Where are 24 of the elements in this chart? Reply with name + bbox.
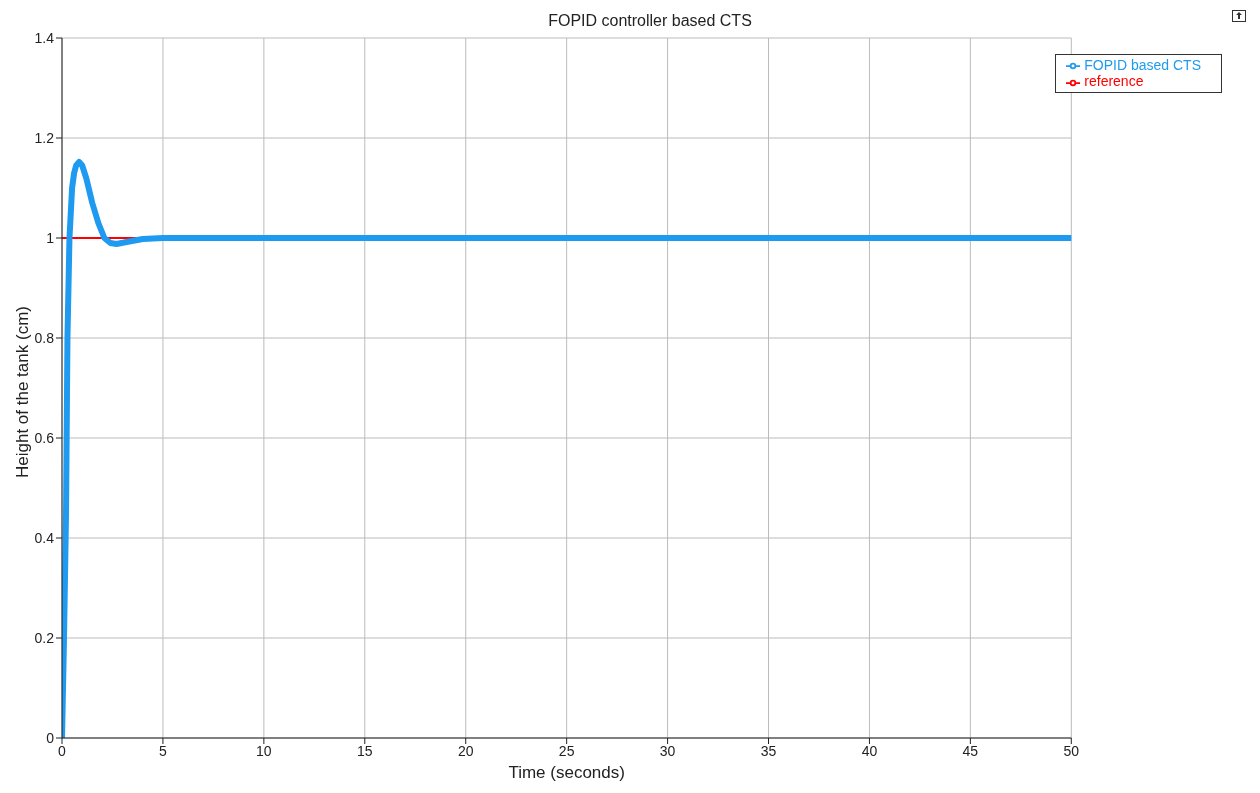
x-tick-label: 40 [861,742,878,759]
x-tick-label: 50 [1063,742,1080,759]
x-axis-title: Time (seconds) [508,763,625,782]
y-tick-label: 1.4 [34,29,55,46]
x-tick-label: 10 [256,742,272,759]
x-tick-label: 0 [58,742,67,759]
y-tick-label: 0.4 [34,529,55,546]
chart-title: FOPID controller based CTS [547,12,753,30]
x-tick-label: 5 [159,742,168,759]
y-tick-label: 1 [46,229,55,246]
x-tick-label: 25 [558,742,575,759]
x-tick-label: 35 [760,742,777,759]
y-tick-label: 0.8 [34,329,55,346]
y-tick-label: 0 [46,729,55,746]
y-axis-title: Height of the tank (cm) [13,306,33,478]
legend-label: reference [1084,73,1144,90]
legend-label: FOPID based CTS [1084,57,1201,73]
y-tick-label: 0.6 [34,429,55,446]
x-tick-label: 45 [962,742,979,759]
y-tick-label: 1.2 [34,129,55,146]
x-tick-label: 30 [659,742,676,759]
x-tick-label: 15 [357,742,373,759]
x-tick-label: 20 [457,742,474,759]
y-tick-label: 0.2 [34,629,55,646]
